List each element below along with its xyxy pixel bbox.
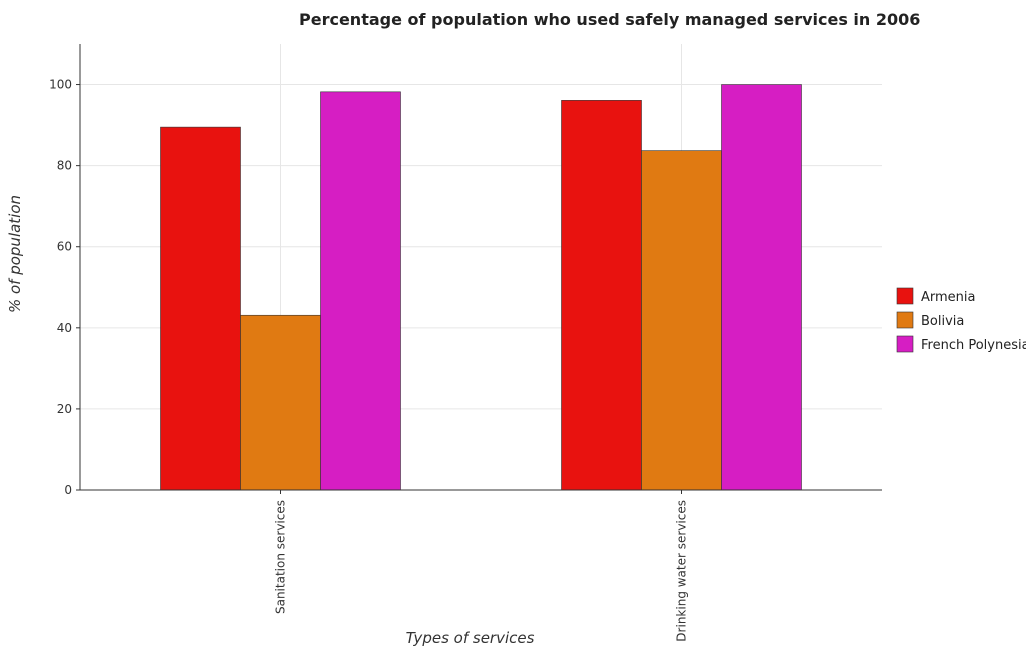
legend: Armenia Bolivia French Polynesia (896, 287, 1026, 353)
axes (79, 44, 882, 491)
legend-label: Bolivia (921, 314, 964, 329)
x-axis-label: Types of services (406, 629, 535, 647)
legend-label: Armenia (921, 290, 976, 305)
y-ticks: 0 20 40 60 80 100 (49, 78, 80, 497)
y-tick-label: 80 (57, 159, 72, 173)
y-tick-label: 0 (64, 483, 72, 497)
bar-bolivia (641, 150, 722, 491)
y-axis-label: % of population (6, 195, 24, 313)
x-tick-label: Drinking water services (675, 500, 689, 642)
y-tick-label: 100 (49, 78, 72, 92)
y-tick-label: 60 (57, 240, 72, 254)
bar-armenia (561, 100, 642, 491)
legend-label: French Polynesia (921, 338, 1026, 353)
bar-french-polynesia (320, 91, 401, 491)
legend-swatch (896, 335, 914, 353)
y-tick-label: 20 (57, 402, 72, 416)
x-ticks: Sanitation services Drinking water servic… (274, 490, 689, 642)
y-tick-label: 40 (57, 321, 72, 335)
x-tick-label: Sanitation services (274, 500, 288, 614)
legend-swatch (896, 311, 914, 329)
chart-title: Percentage of population who used safely… (299, 10, 920, 29)
bar-armenia (160, 126, 241, 491)
bars (160, 84, 802, 491)
bar-bolivia (240, 314, 321, 491)
legend-swatch (896, 287, 914, 305)
bar-french-polynesia (721, 84, 802, 491)
